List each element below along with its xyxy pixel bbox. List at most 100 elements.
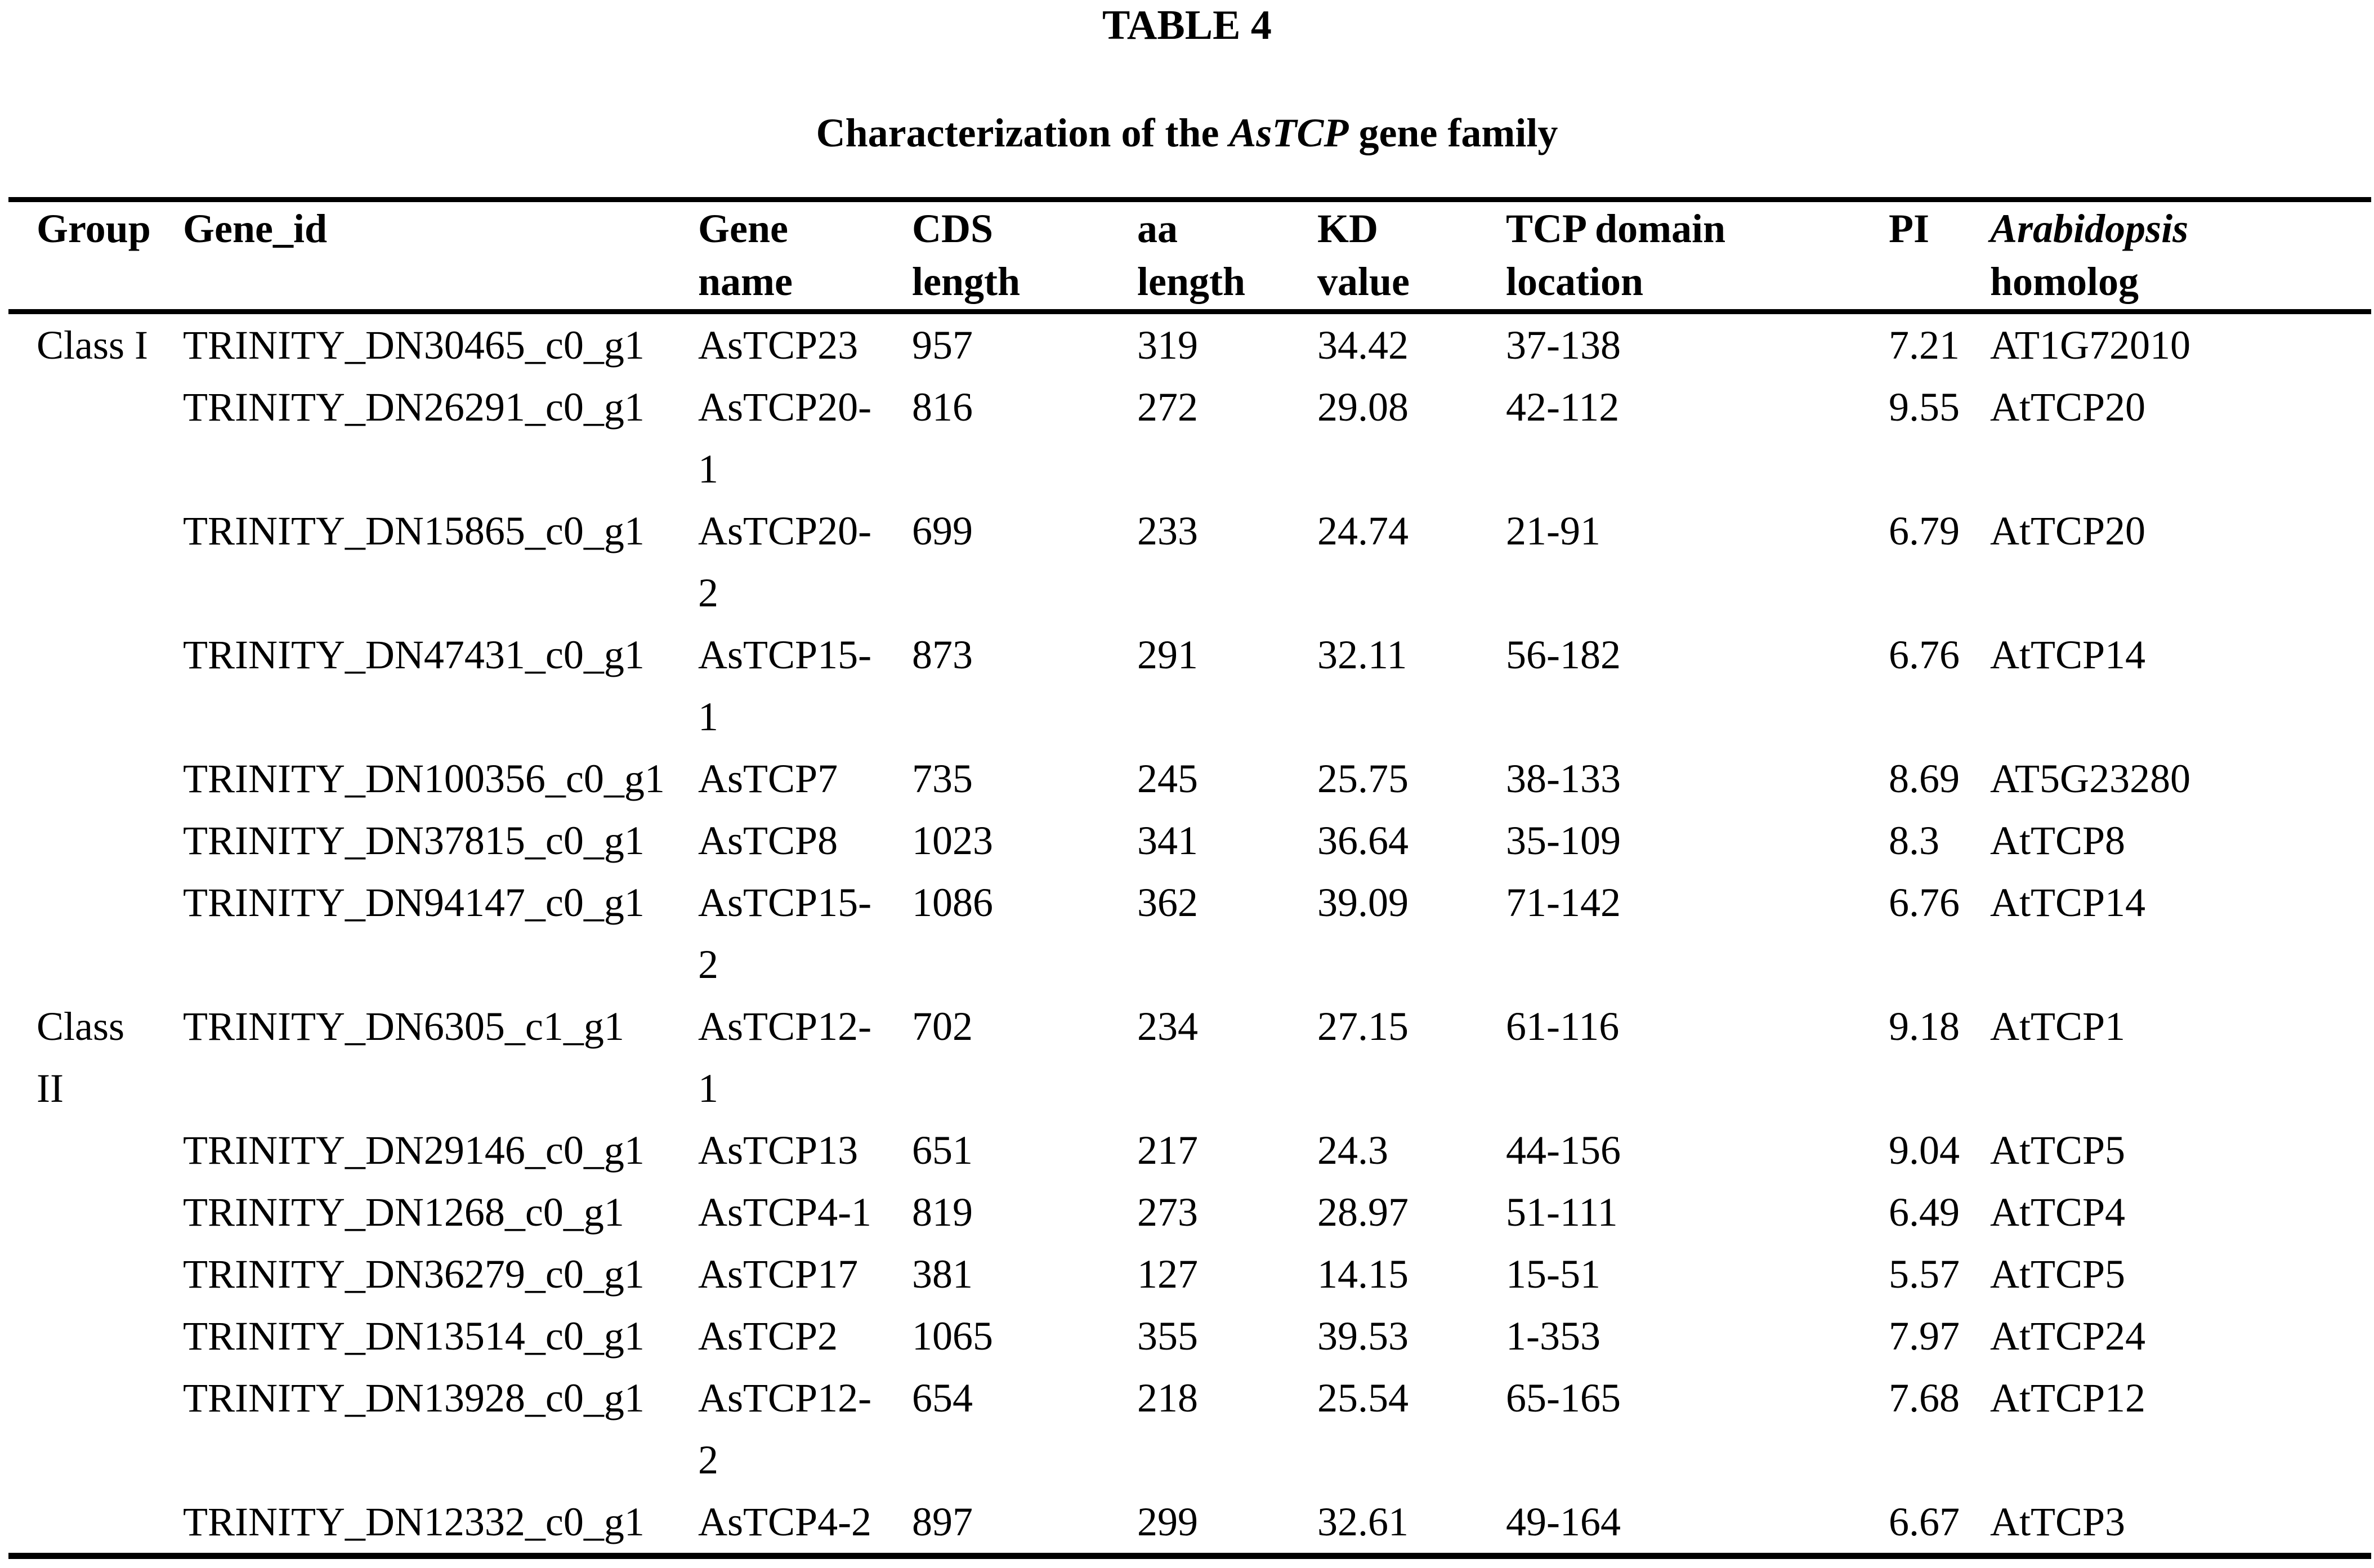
cell-aa_length: 291 [1137, 632, 1198, 677]
cell-gene_id: TRINITY_DN13928_c0_g1 [183, 1375, 645, 1420]
cell-gene_name: AsTCP13 [698, 1128, 859, 1173]
cell-tcp_domain_location: 38-133 [1506, 756, 1621, 801]
cell-pi: 6.76 [1889, 880, 1960, 925]
cell-tcp_domain_location: 21-91 [1506, 508, 1600, 553]
cell-gene_name: AsTCP23 [698, 323, 859, 368]
header-arabidopsis-italic: Arabidopsis [1990, 206, 2189, 251]
cell-kd_value: 25.75 [1317, 756, 1409, 801]
cell-gene_id: TRINITY_DN26291_c0_g1 [183, 385, 645, 430]
cell-kd_value: 14.15 [1317, 1252, 1409, 1297]
table-number-title: TABLE 4 [1102, 2, 1272, 48]
cell-pi: 9.55 [1889, 385, 1960, 430]
cell-tcp_domain_location: 42-112 [1506, 385, 1620, 430]
cell-arabidopsis_homolog: AtTCP14 [1990, 880, 2146, 925]
cell-tcp_domain_location: 15-51 [1506, 1252, 1600, 1297]
cell-cds_length: 873 [912, 632, 973, 677]
table-row: TRINITY_DN100356_c0_g1 AsTCP7 735 245 25.75 3… [8, 748, 2371, 810]
column-header-pi: PI [1889, 199, 1990, 314]
table-body: Class I TRINITY_DN30465_c0_g1 AsTCP23 957 31… [8, 312, 2371, 1556]
cell-pi: 6.76 [1889, 632, 1960, 677]
cell-aa_length: 299 [1137, 1499, 1198, 1544]
cell-arabidopsis_homolog: AtTCP20 [1990, 385, 2146, 430]
cell-gene_id: TRINITY_DN37815_c0_g1 [183, 818, 645, 863]
cell-gene_id: TRINITY_DN100356_c0_g1 [183, 756, 665, 801]
cell-gene_id: TRINITY_DN12332_c0_g1 [183, 1499, 645, 1544]
cell-gene_name: AsTCP7 [698, 756, 838, 801]
cell-group [8, 1119, 183, 1181]
cell-cds_length: 1023 [912, 818, 993, 863]
table-caption: Characterization of the AsTCP gene famil… [0, 113, 2374, 153]
cell-gene_name: AsTCP20-1 [698, 385, 872, 492]
cell-cds_length: 819 [912, 1190, 973, 1235]
cell-arabidopsis_homolog: AtTCP4 [1990, 1190, 2126, 1235]
cell-pi: 6.67 [1889, 1499, 1960, 1544]
column-header-group: Group [8, 199, 183, 314]
cell-pi: 5.57 [1889, 1252, 1960, 1297]
cell-gene_id: TRINITY_DN6305_c1_g1 [183, 1004, 624, 1049]
cell-kd_value: 39.09 [1317, 880, 1409, 925]
column-header-gene-id: Gene_id [183, 199, 698, 314]
cell-pi: 8.3 [1889, 818, 1939, 863]
cell-group: Class I [37, 323, 148, 368]
header-row: Group Gene_id Gene name CDS length aa le… [8, 199, 2371, 314]
cell-cds_length: 381 [912, 1252, 973, 1297]
cell-cds_length: 897 [912, 1499, 973, 1544]
table-row: TRINITY_DN12332_c0_g1 AsTCP4-2 897 299 32.61… [8, 1491, 2371, 1556]
cell-cds_length: 957 [912, 323, 973, 368]
cell-group [8, 872, 183, 995]
cell-aa_length: 127 [1137, 1252, 1198, 1297]
cell-gene_id: TRINITY_DN1268_c0_g1 [183, 1190, 624, 1235]
cell-gene_id: TRINITY_DN13514_c0_g1 [183, 1314, 645, 1359]
cell-cds_length: 651 [912, 1128, 973, 1173]
cell-aa_length: 272 [1137, 385, 1198, 430]
cell-gene_id: TRINITY_DN47431_c0_g1 [183, 632, 645, 677]
cell-aa_length: 218 [1137, 1375, 1198, 1420]
cell-pi: 8.69 [1889, 756, 1960, 801]
cell-group [8, 810, 183, 872]
cell-aa_length: 341 [1137, 818, 1198, 863]
cell-tcp_domain_location: 1-353 [1506, 1314, 1600, 1359]
cell-arabidopsis_homolog: AtTCP3 [1990, 1499, 2126, 1544]
cell-cds_length: 816 [912, 385, 973, 430]
cell-group [8, 624, 183, 748]
cell-cds_length: 1086 [912, 880, 993, 925]
cell-aa_length: 245 [1137, 756, 1198, 801]
cell-kd_value: 27.15 [1317, 1004, 1409, 1049]
cell-arabidopsis_homolog: AT1G72010 [1990, 323, 2190, 368]
cell-gene_name: AsTCP8 [698, 818, 838, 863]
column-header-gene-name: Gene name [698, 199, 912, 314]
cell-cds_length: 654 [912, 1375, 973, 1420]
cell-kd_value: 29.08 [1317, 385, 1409, 430]
cell-aa_length: 355 [1137, 1314, 1198, 1359]
cell-pi: 7.97 [1889, 1314, 1960, 1359]
cell-arabidopsis_homolog: AtTCP12 [1990, 1375, 2146, 1420]
cell-gene_id: TRINITY_DN15865_c0_g1 [183, 508, 645, 553]
cell-group [8, 1305, 183, 1367]
table-row: TRINITY_DN15865_c0_g1 AsTCP20-2 699 233 24.7… [8, 500, 2371, 624]
cell-arabidopsis_homolog: AtTCP5 [1990, 1252, 2126, 1297]
cell-tcp_domain_location: 61-116 [1506, 1004, 1620, 1049]
cell-pi: 7.68 [1889, 1375, 1960, 1420]
cell-aa_length: 273 [1137, 1190, 1198, 1235]
cell-tcp_domain_location: 35-109 [1506, 818, 1621, 863]
caption-suffix: gene family [1348, 110, 1558, 155]
cell-group [8, 376, 183, 500]
cell-group [8, 500, 183, 624]
cell-group [8, 1491, 183, 1556]
cell-aa_length: 233 [1137, 508, 1198, 553]
table-row: TRINITY_DN36279_c0_g1 AsTCP17 381 127 14.15 1… [8, 1243, 2371, 1305]
cell-aa_length: 319 [1137, 323, 1198, 368]
cell-tcp_domain_location: 37-138 [1506, 323, 1621, 368]
cell-group [8, 1181, 183, 1243]
cell-arabidopsis_homolog: AtTCP20 [1990, 508, 2146, 553]
table-header: Group Gene_id Gene name CDS length aa le… [8, 199, 2371, 314]
cell-gene_id: TRINITY_DN30465_c0_g1 [183, 323, 645, 368]
table-row: TRINITY_DN47431_c0_g1 AsTCP15-1 873 291 32.1… [8, 624, 2371, 748]
cell-kd_value: 36.64 [1317, 818, 1409, 863]
cell-cds_length: 699 [912, 508, 973, 553]
cell-cds_length: 1065 [912, 1314, 993, 1359]
cell-pi: 9.04 [1889, 1128, 1960, 1173]
header-homolog: homolog [1990, 259, 2139, 304]
table-row: TRINITY_DN26291_c0_g1 AsTCP20-1 816 272 29.0… [8, 376, 2371, 500]
cell-aa_length: 234 [1137, 1004, 1198, 1049]
